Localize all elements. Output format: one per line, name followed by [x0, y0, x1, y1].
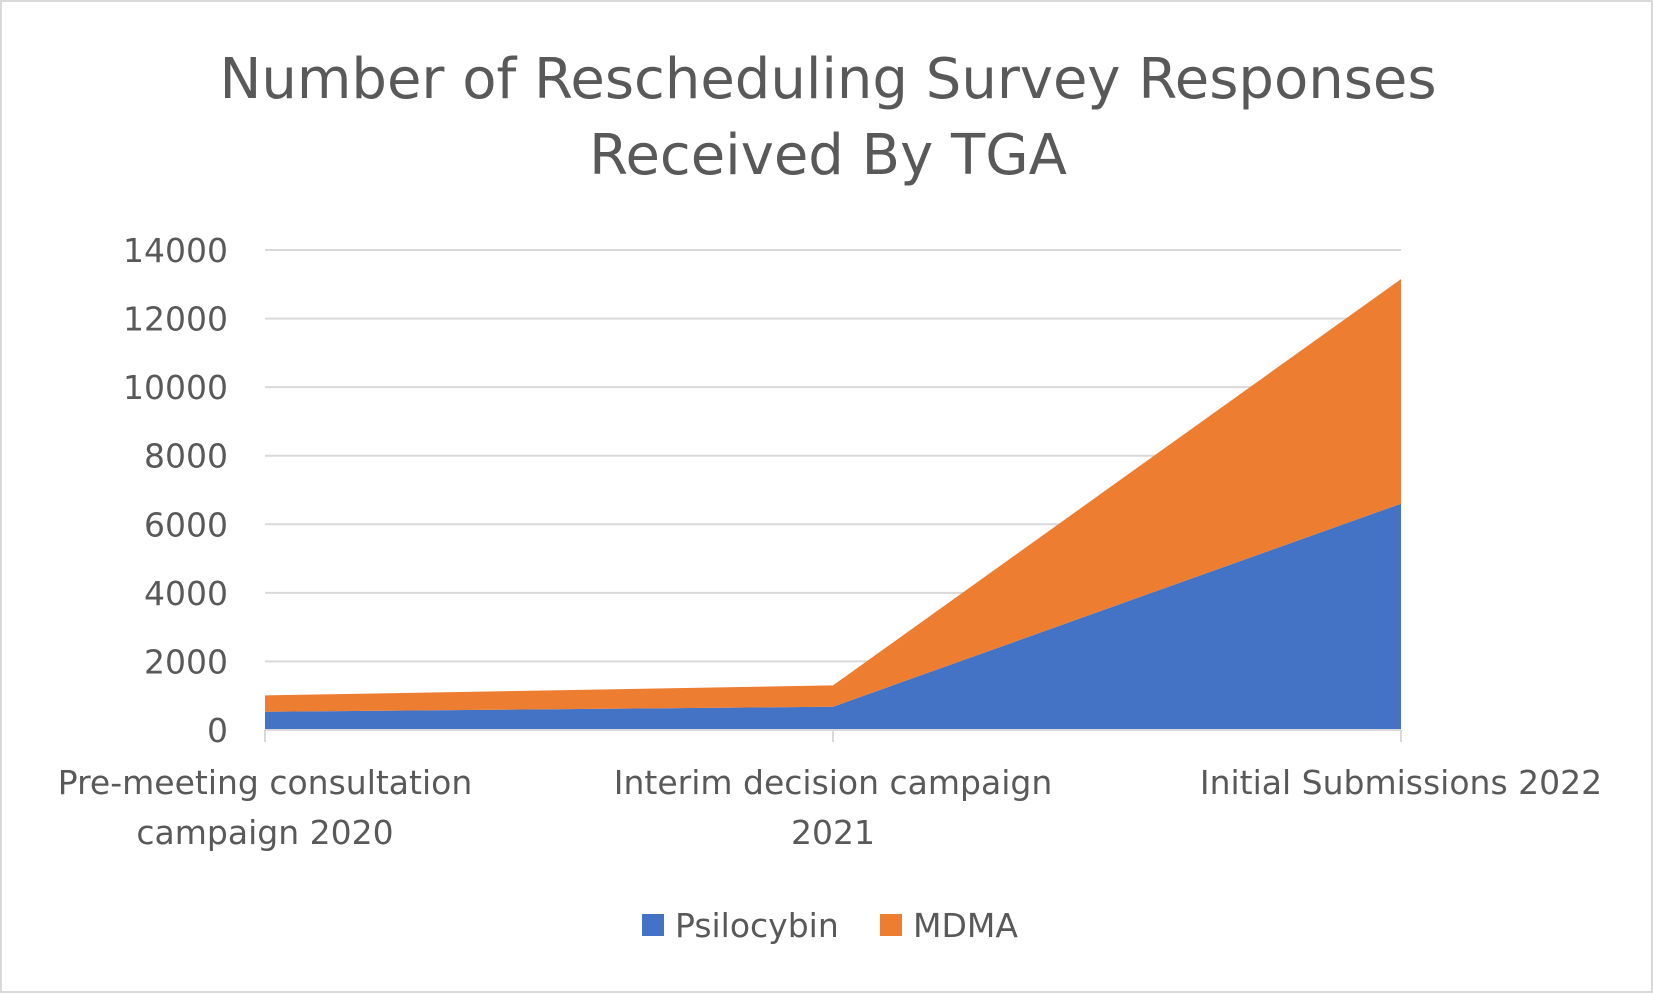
legend-label-psilocybin: Psilocybin [675, 906, 839, 945]
x-axis-category-labels: Pre-meeting consultation campaign 2020 Int… [58, 763, 1602, 852]
legend: Psilocybin MDMA [642, 906, 1018, 945]
gridlines [265, 249, 1401, 663]
x-category-label: 2021 [791, 813, 875, 852]
plot-areas [265, 279, 1401, 730]
chart-title: Number of Rescheduling Survey Responses R… [219, 47, 1436, 188]
y-tick-label: 8000 [144, 437, 228, 476]
area-series-psilocybin [265, 503, 1401, 730]
y-tick-label: 0 [207, 711, 228, 750]
y-tick-label: 2000 [144, 642, 228, 681]
legend-label-mdma: MDMA [913, 906, 1018, 945]
y-axis-tick-labels: 0 2000 4000 6000 8000 10000 12000 14000 [123, 231, 228, 750]
area-series-mdma [265, 279, 1401, 712]
x-category-label: Pre-meeting consultation [58, 763, 472, 802]
chart-title-line: Received By TGA [589, 123, 1067, 188]
legend-swatch-mdma [880, 914, 902, 936]
y-tick-label: 4000 [144, 574, 228, 613]
y-tick-label: 6000 [144, 505, 228, 544]
x-category-label: Initial Submissions 2022 [1200, 763, 1602, 802]
y-tick-label: 12000 [123, 300, 228, 339]
legend-swatch-psilocybin [642, 914, 664, 936]
x-axis [264, 729, 1402, 742]
y-tick-label: 14000 [123, 231, 228, 270]
x-category-label: campaign 2020 [136, 813, 393, 852]
x-category-label: Interim decision campaign [614, 763, 1053, 802]
chart-title-line: Number of Rescheduling Survey Responses [219, 47, 1436, 112]
y-tick-label: 10000 [123, 368, 228, 407]
